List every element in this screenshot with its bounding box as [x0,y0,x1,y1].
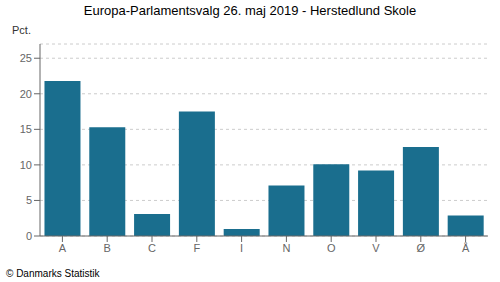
svg-text:10: 10 [20,159,32,171]
svg-text:20: 20 [20,88,32,100]
svg-text:15: 15 [20,123,32,135]
svg-text:A: A [59,242,67,254]
svg-text:C: C [148,242,156,254]
svg-text:Å: Å [462,242,470,254]
svg-text:0: 0 [26,230,32,242]
svg-text:O: O [327,242,336,254]
svg-text:N: N [282,242,290,254]
svg-text:V: V [372,242,380,254]
html-text:Europa-Parlamentsvalg 26. maj: Europa-Parlamentsvalg 26. maj 2019 - Her… [83,3,417,18]
svg-text:I: I [240,242,243,254]
html-text:Pct.: Pct. [12,24,31,36]
svg-text:Ø: Ø [417,242,426,254]
svg-text:F: F [193,242,200,254]
svg-text:5: 5 [26,194,32,206]
svg-text:25: 25 [20,52,32,64]
svg-text:B: B [104,242,111,254]
html-text:© Danmarks Statistik: © Danmarks Statistik [6,268,100,279]
